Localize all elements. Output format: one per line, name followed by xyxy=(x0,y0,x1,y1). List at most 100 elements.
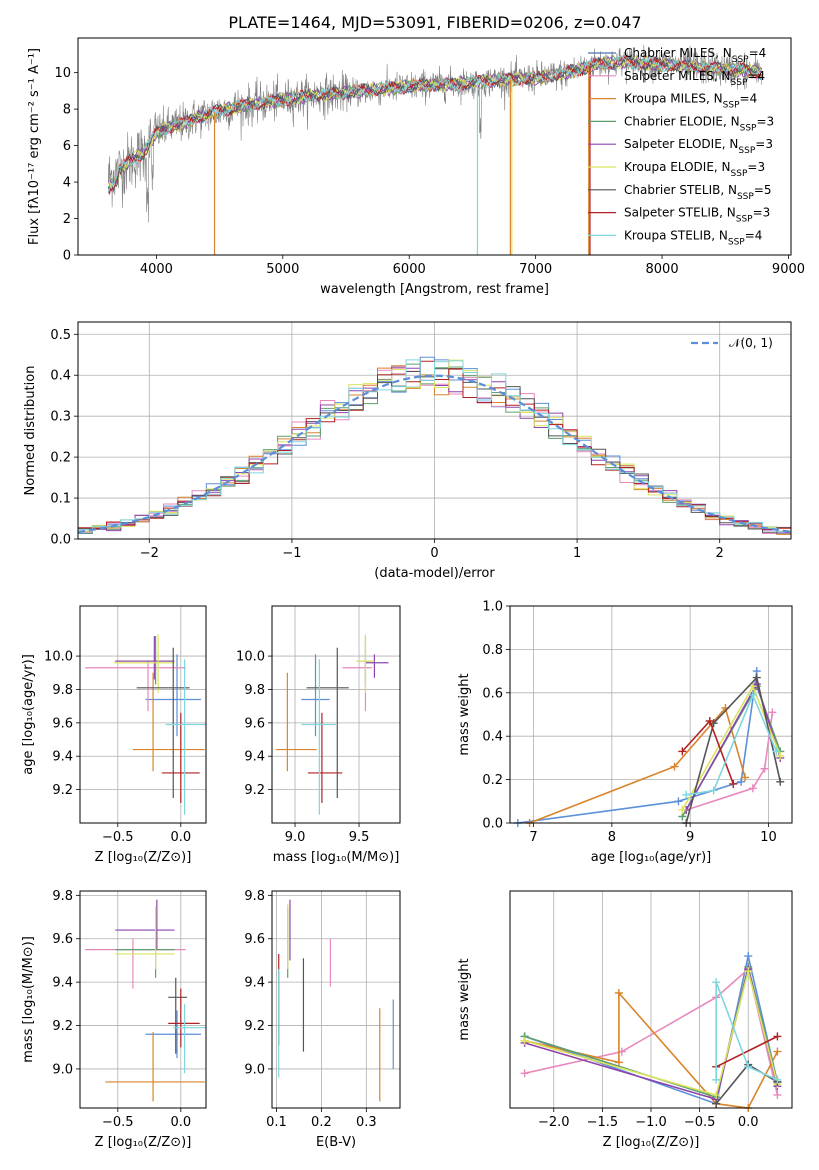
weight-series-line xyxy=(686,692,778,796)
legend-value: =3 xyxy=(747,160,765,174)
x-axis-label: Z [log₁₀(Z/Z⊙)] xyxy=(95,850,192,865)
weight-series-line xyxy=(715,981,778,1081)
y-tick-label: 9.0 xyxy=(52,1062,73,1077)
weight-series-line xyxy=(681,684,782,817)
x-tick-label: 7 xyxy=(529,830,537,845)
weight-point-marker xyxy=(760,764,769,773)
x-tick-label: 9.5 xyxy=(349,830,370,845)
legend-subscript: SSP xyxy=(738,146,755,156)
weight-point-marker xyxy=(776,777,785,786)
x-tick-label: 0.1 xyxy=(266,1115,287,1130)
weight-point-marker xyxy=(748,682,757,691)
normal-curve-line xyxy=(77,374,792,533)
weight-point-marker xyxy=(705,717,714,726)
residuals-histogram-panel: −2 −1 0 1 2 0.0 0.1 0.2 0.3 0.4 0.5 (data-model)/er… xyxy=(23,321,792,581)
model-spectrum-line xyxy=(107,55,762,193)
y-tick-label: 0.8 xyxy=(482,643,503,658)
y-tick-label: 0.0 xyxy=(482,817,503,832)
weight-series-line xyxy=(715,1035,778,1068)
y-tick-label: 0.5 xyxy=(50,328,71,343)
x-tick-label: −0.5 xyxy=(102,830,134,845)
y-tick-label: 10 xyxy=(54,66,71,81)
x-tick-label: 0.3 xyxy=(356,1115,377,1130)
y-tick-label: 9.4 xyxy=(244,750,265,765)
model-spectrum-line xyxy=(107,55,763,188)
axes-frame xyxy=(79,890,207,1109)
weight-point-marker xyxy=(748,690,757,699)
legend-subscript: SSP xyxy=(737,192,754,202)
y-tick-label: 0.1 xyxy=(50,492,71,507)
y-tick-label: 9.2 xyxy=(244,783,265,798)
axes-frame xyxy=(509,890,793,1109)
y-tick-label: 0 xyxy=(63,249,71,264)
weight-series-line xyxy=(685,675,782,823)
y-tick-label: 10.0 xyxy=(236,650,265,665)
weight-point-marker xyxy=(678,805,687,814)
legend-entry: Chabrier STELIB, NSSP=5 xyxy=(624,183,772,202)
x-tick-label: 8000 xyxy=(646,262,679,277)
legend-entry: 𝒩(0, 1) xyxy=(729,336,773,350)
weight-point-marker xyxy=(678,747,687,756)
x-tick-label: 2 xyxy=(716,546,724,561)
spectrum-panel: 4000 5000 6000 7000 8000 9000 0 2 4 6 8 10 wavelengt… xyxy=(27,37,805,297)
x-tick-label: 7000 xyxy=(519,262,552,277)
y-axis-label: mass [log₁₀(M/M⊙)] xyxy=(21,936,36,1063)
mass-weight-vs-age-panel: 7 8 9 10 0.0 0.2 0.4 0.6 0.8 1.0 age [log₁₀(age/yr… xyxy=(457,600,793,865)
y-tick-label: 0.2 xyxy=(482,773,503,788)
y-tick-label: 9.8 xyxy=(244,889,265,904)
weight-point-marker xyxy=(772,747,781,756)
legend-subscript: SSP xyxy=(731,169,748,179)
y-tick-label: 2 xyxy=(63,212,71,227)
y-tick-label: 9.8 xyxy=(52,683,73,698)
weight-point-marker xyxy=(712,1099,721,1108)
x-tick-label: 9 xyxy=(686,830,694,845)
x-tick-label: −1.5 xyxy=(587,1115,619,1130)
weight-point-marker xyxy=(744,1062,753,1071)
weight-point-marker xyxy=(773,1047,782,1056)
axes-frame xyxy=(509,605,793,824)
y-tick-label: 9.4 xyxy=(52,976,73,991)
y-tick-label: 0.4 xyxy=(482,730,503,745)
mass-vs-ebv-panel: 0.1 0.2 0.3 9.0 9.2 9.4 9.6 9.8 E(B-V) xyxy=(244,889,401,1150)
weight-point-marker xyxy=(709,786,718,795)
mass-weight-vs-metallicity-panel: −2.0 −1.5 −1.0 −0.5 0.0 Z [log₁₀(Z/Z⊙)] mass w… xyxy=(457,890,793,1150)
weight-point-marker xyxy=(670,762,679,771)
weight-point-marker xyxy=(712,1090,721,1099)
y-tick-label: 8 xyxy=(63,103,71,118)
y-tick-label: 9.2 xyxy=(244,1019,265,1034)
weight-point-marker xyxy=(520,1036,529,1045)
x-tick-label: 4000 xyxy=(140,262,173,277)
x-tick-label: −0.5 xyxy=(102,1115,134,1130)
legend-subscript: SSP xyxy=(728,237,745,247)
weight-point-marker xyxy=(729,779,738,788)
legend-value: =4 xyxy=(749,46,767,60)
residual-histogram-step xyxy=(78,359,791,539)
weight-series-line xyxy=(524,968,779,1096)
axes-frame xyxy=(271,605,401,824)
legend-value: =4 xyxy=(740,92,758,106)
y-tick-label: 9.4 xyxy=(52,750,73,765)
observed-spectrum-line xyxy=(108,44,763,223)
weight-point-marker xyxy=(741,773,749,782)
age-vs-metallicity-panel: −0.5 0.0 9.2 9.4 9.6 9.8 10.0 Z [log₁₀(Z/Z⊙)] ag… xyxy=(21,605,207,865)
legend-value: =4 xyxy=(745,228,763,242)
weight-point-marker xyxy=(712,1075,721,1084)
y-tick-label: 9.6 xyxy=(244,716,265,731)
x-axis-label: wavelength [Angstrom, rest frame] xyxy=(320,282,549,297)
mass-vs-metallicity-panel: −0.5 0.0 9.0 9.2 9.4 9.6 9.8 Z [log₁₀(Z/Z⊙)] mas… xyxy=(21,889,207,1150)
legend-value: =4 xyxy=(747,69,765,83)
weight-point-marker xyxy=(776,751,785,760)
x-tick-label: 0.0 xyxy=(738,1115,759,1130)
weight-point-marker xyxy=(737,777,746,786)
y-tick-label: 9.4 xyxy=(244,976,265,991)
x-tick-label: −1 xyxy=(282,546,301,561)
weight-point-marker xyxy=(744,967,753,976)
y-tick-label: 0.3 xyxy=(50,410,71,425)
x-axis-label: E(B-V) xyxy=(316,1135,356,1150)
age-vs-mass-panel: 9.0 9.5 9.2 9.4 9.6 9.8 10.0 mass [log₁₀(M/M⊙)] xyxy=(236,605,401,865)
legend-subscript: SSP xyxy=(731,78,748,88)
y-tick-label: 9.6 xyxy=(52,716,73,731)
weight-point-marker xyxy=(752,673,761,682)
y-tick-label: 0.0 xyxy=(50,533,71,548)
